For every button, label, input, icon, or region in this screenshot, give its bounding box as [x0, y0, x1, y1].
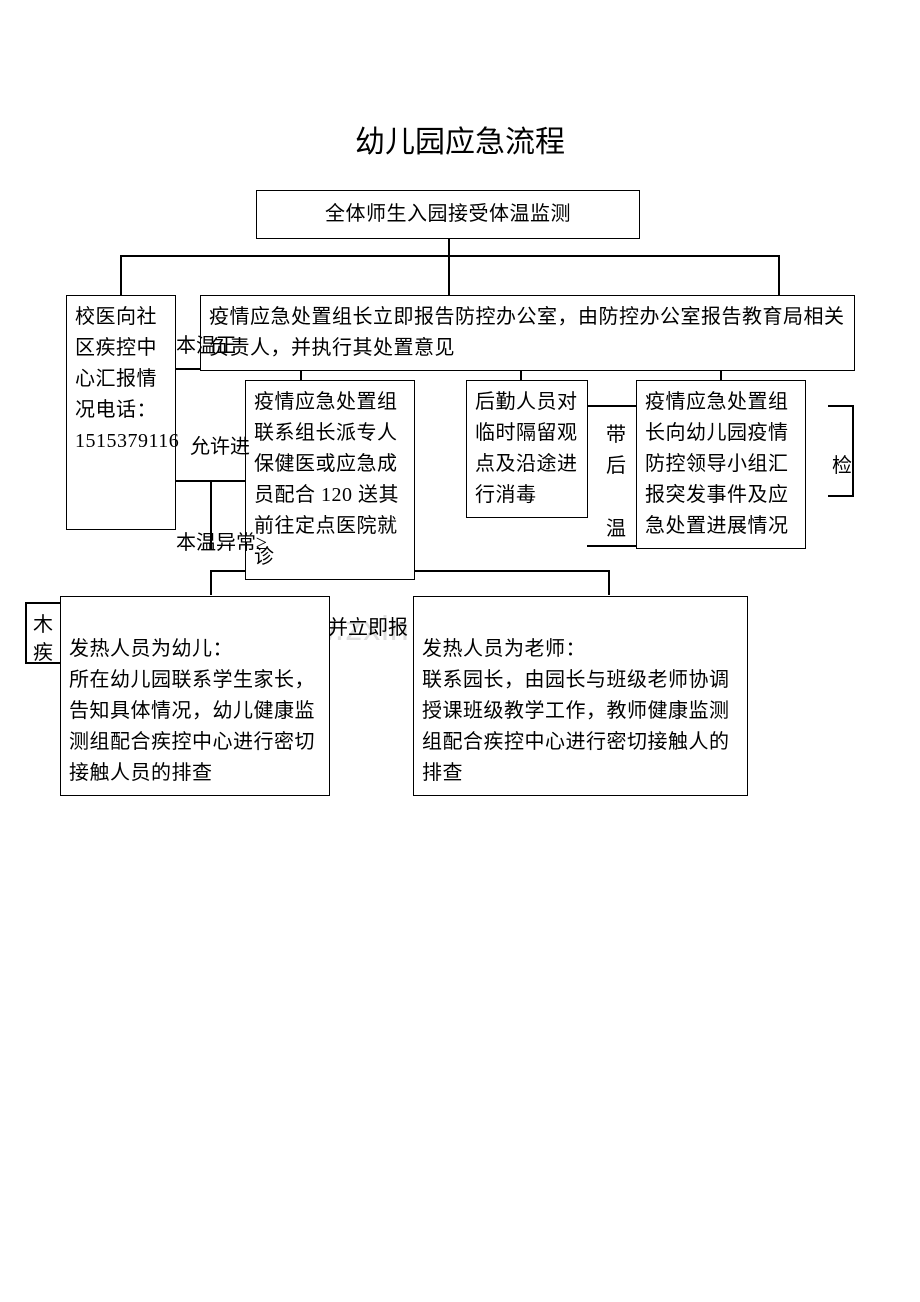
- fragment-temp-normal: 本温正: [176, 331, 236, 362]
- node-report-office: 疫情应急处置组长立即报告防控办公室，由防控办公室报告教育局相关负责人，并执行其处…: [200, 295, 855, 371]
- fragment-check: 检: [832, 451, 852, 482]
- node-report-leader: 疫情应急处置组长向幼儿园疫情防控领导小组汇报突发事件及应急处置进展情况: [636, 380, 806, 549]
- connector-line: [25, 602, 27, 662]
- connector-line: [120, 255, 780, 257]
- connector-line: [120, 255, 122, 295]
- node-text: 校医向社区疾控中心汇报情况电话：1515379116: [75, 306, 179, 452]
- node-text: 后勤人员对临时隔留观点及沿途进行消毒: [475, 391, 578, 506]
- fragment-and-report: 并立即报: [328, 613, 408, 644]
- node-report-phone: 校医向社区疾控中心汇报情况电话：1515379116: [66, 295, 176, 530]
- node-text: 疫情应急处置组联系组长派专人保健医或应急成员配合 120 送其前往定点医院就诊: [254, 391, 399, 568]
- fragment-small1: 木: [33, 610, 53, 641]
- connector-line: [828, 405, 854, 407]
- node-child-case: 发热人员为幼儿： 所在幼儿园联系学生家长，告知具体情况，幼儿健康监测组配合疾控中…: [60, 596, 330, 796]
- node-text: 疫情应急处置组长向幼儿园疫情防控领导小组汇报突发事件及应急处置进展情况: [645, 391, 789, 537]
- connector-line: [210, 570, 212, 595]
- fragment-allow-in: 允许进: [190, 432, 250, 463]
- node-hospital-120: 疫情应急处置组联系组长派专人保健医或应急成员配合 120 送其前往定点医院就诊: [245, 380, 415, 580]
- connector-line: [828, 495, 854, 497]
- node-text: 疫情应急处置组长立即报告防控办公室，由防控办公室报告教育局相关负责人，并执行其处…: [209, 306, 845, 359]
- fragment-bring: 带: [606, 420, 626, 451]
- connector-line: [587, 405, 637, 407]
- connector-line: [587, 545, 637, 547]
- node-logistics-disinfect: 后勤人员对临时隔留观点及沿途进行消毒: [466, 380, 588, 518]
- fragment-temp-abnormal: 本温异常≥: [176, 528, 267, 559]
- node-text: 发热人员为老师： 联系园长，由园长与班级老师协调授课班级教学工作，教师健康监测组…: [422, 638, 730, 784]
- node-teacher-case: 发热人员为老师： 联系园长，由园长与班级老师协调授课班级教学工作，教师健康监测组…: [413, 596, 748, 796]
- connector-line: [852, 405, 854, 495]
- node-temperature-check: 全体师生入园接受体温监测: [256, 190, 640, 239]
- fragment-temp: 温: [606, 514, 626, 545]
- connector-line: [608, 570, 610, 595]
- connector-line: [25, 602, 60, 604]
- fragment-small2: 疾: [33, 638, 53, 669]
- page-title: 幼儿园应急流程: [0, 117, 920, 161]
- node-text: 发热人员为幼儿： 所在幼儿园联系学生家长，告知具体情况，幼儿健康监测组配合疾控中…: [69, 638, 315, 784]
- node-text: 全体师生入园接受体温监测: [325, 203, 571, 225]
- fragment-after: 后: [606, 451, 626, 482]
- connector-line: [778, 255, 780, 295]
